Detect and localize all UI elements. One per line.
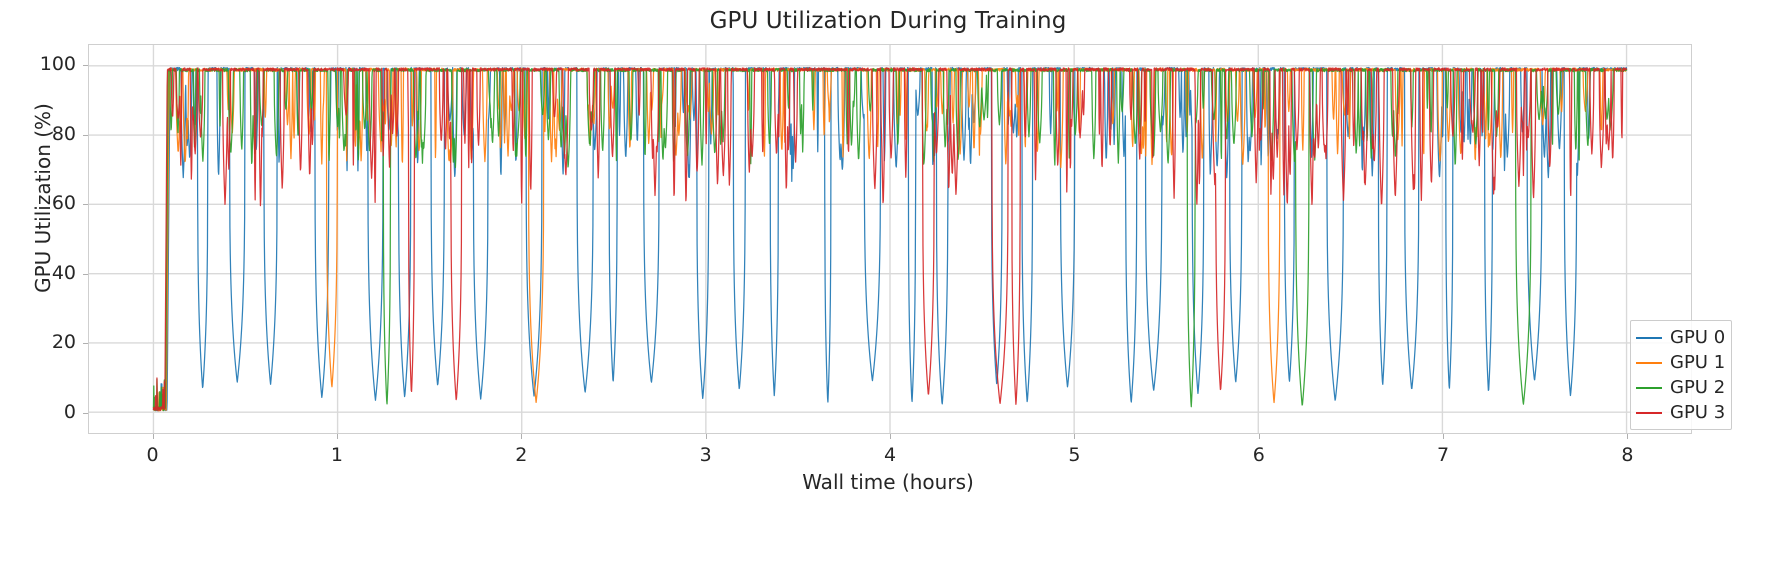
x-tick-label: 1 xyxy=(330,444,343,466)
legend-color-swatch xyxy=(1636,336,1662,339)
legend-label: GPU 3 xyxy=(1670,401,1726,423)
x-tickmark xyxy=(890,434,891,439)
legend-color-swatch xyxy=(1636,386,1662,389)
grid-lines xyxy=(89,45,1691,433)
x-tickmark xyxy=(1627,434,1629,439)
y-tickmark xyxy=(83,273,88,275)
x-tickmark xyxy=(521,434,523,439)
x-axis-label: Wall time (hours) xyxy=(802,470,974,494)
legend-color-swatch xyxy=(1636,411,1662,414)
legend-label: GPU 2 xyxy=(1670,376,1726,398)
y-tickmark xyxy=(83,64,88,66)
y-tickmark xyxy=(83,343,88,345)
x-tick-label: 3 xyxy=(699,444,712,466)
x-tickmark xyxy=(336,434,338,439)
y-tick-label: 100 xyxy=(39,52,76,75)
series-lines xyxy=(152,66,1628,412)
chart-title: GPU Utilization During Training xyxy=(709,8,1067,34)
legend-color-swatch xyxy=(1636,361,1662,364)
legend-item-gpu-0[interactable]: GPU 0 xyxy=(1636,325,1725,350)
x-tickmark xyxy=(705,434,707,439)
plot-surface xyxy=(89,45,1691,433)
y-tickmark xyxy=(83,204,88,206)
x-tick-label: 0 xyxy=(146,444,159,466)
x-tickmark xyxy=(1074,434,1076,439)
x-tickmark xyxy=(152,434,154,439)
x-tick-label: 2 xyxy=(515,444,528,466)
y-tickmark xyxy=(83,134,88,136)
x-tick-label: 5 xyxy=(1068,444,1081,466)
x-tick-label: 6 xyxy=(1252,444,1265,466)
y-tick-label: 40 xyxy=(51,261,76,284)
legend-item-gpu-1[interactable]: GPU 1 xyxy=(1636,350,1725,375)
x-tickmark xyxy=(1258,434,1260,439)
y-tickmark xyxy=(83,413,88,415)
y-tick-label: 60 xyxy=(51,192,76,215)
legend-label: GPU 1 xyxy=(1670,351,1726,373)
x-tick-label: 4 xyxy=(883,444,897,466)
y-tick-label: 80 xyxy=(51,122,76,145)
x-tick-label: 7 xyxy=(1437,444,1450,466)
legend-item-gpu-3[interactable]: GPU 3 xyxy=(1636,400,1725,425)
legend-label: GPU 0 xyxy=(1670,326,1726,348)
y-tick-label: 20 xyxy=(51,331,76,354)
chart-legend[interactable]: GPU 0 GPU 1 GPU 2 GPU 3 xyxy=(1630,320,1733,430)
legend-item-gpu-2[interactable]: GPU 2 xyxy=(1636,375,1725,400)
x-tick-label: 8 xyxy=(1621,444,1634,466)
x-tickmark xyxy=(1443,434,1445,439)
plot-axes xyxy=(88,44,1692,434)
y-tick-label: 0 xyxy=(63,401,76,424)
